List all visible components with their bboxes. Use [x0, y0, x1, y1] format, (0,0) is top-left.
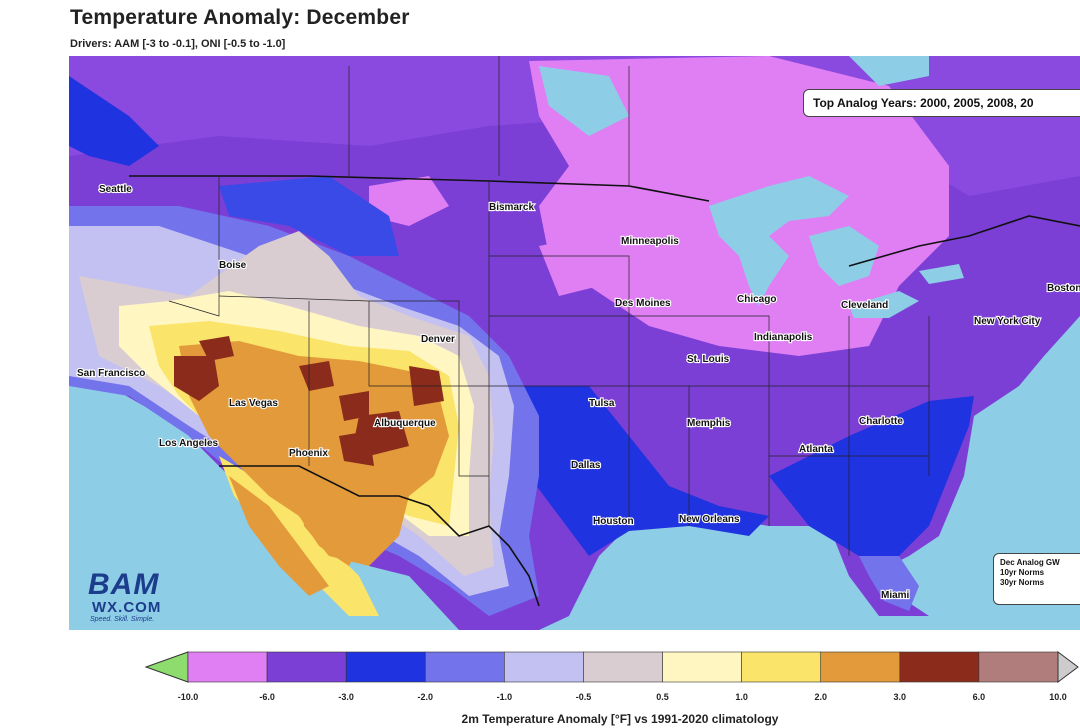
city-st-louis: St. Louis	[687, 354, 730, 365]
colorbar-tick-label: -10.0	[177, 692, 199, 702]
bam-logo: BAM WX.COM Speed. Skill. Simple.	[88, 568, 198, 624]
region-orange-baja	[229, 476, 329, 596]
colorbar-extend-high	[1057, 651, 1079, 683]
city-san-francisco: San Francisco	[77, 368, 145, 379]
us-mexico-border	[219, 465, 540, 607]
city-miami: Miami	[881, 590, 910, 601]
city-houston: Houston	[593, 516, 634, 527]
colorbar-segment	[741, 651, 822, 683]
city-denver: Denver	[421, 334, 455, 345]
city-dallas: Dallas	[571, 460, 601, 471]
region-yellow-baja	[219, 456, 379, 616]
lake-ontario	[919, 264, 964, 284]
colorbar-segment	[424, 651, 505, 683]
colorbar-segment	[978, 651, 1059, 683]
city-boise: Boise	[219, 260, 247, 271]
region-blue-nw2	[219, 176, 399, 256]
colorbar-segment	[899, 651, 980, 683]
region-darkred-2	[199, 336, 234, 361]
colorbar-tick-label: 1.0	[735, 692, 748, 702]
region-magenta-3	[539, 236, 599, 296]
colorbar-tick-label: 3.0	[893, 692, 907, 702]
colorbar-segment	[345, 651, 426, 683]
colorbar-tick-label: -1.0	[496, 692, 513, 702]
region-lavender-fl	[859, 556, 919, 611]
colorbar-segment	[820, 651, 901, 683]
colorbar-label: 2m Temperature Anomaly [°F] vs 1991-2020…	[461, 712, 779, 726]
state-lines	[168, 56, 930, 556]
logo-sub: WX.COM	[92, 599, 162, 616]
colorbar-segment	[583, 651, 663, 683]
city-albuquerque: Albuquerque	[374, 418, 436, 429]
lake-erie	[849, 291, 919, 318]
city-los-angeles: Los Angeles	[159, 438, 219, 449]
city-chicago: Chicago	[737, 294, 776, 305]
region-darkred-7	[339, 431, 374, 466]
city-charlotte: Charlotte	[859, 416, 903, 427]
anomaly-map: Seattle Boise Bismarck Minneapolis Des M…	[69, 56, 1080, 630]
colorbar	[144, 651, 1079, 683]
us-canada-border-east	[848, 215, 1080, 267]
colorbar-tick-label: 10.0	[1049, 692, 1067, 702]
city-new-york: New York City	[974, 316, 1041, 327]
hudson-bay-2	[849, 56, 929, 86]
norms-legend-line2: 30yr Norms	[1000, 578, 1045, 587]
great-lakes	[709, 176, 849, 306]
colorbar-segment	[266, 651, 347, 683]
region-darkred-1	[174, 356, 219, 401]
colorbar-tick-label: -0.5	[575, 692, 592, 702]
map-canvas: Seattle Boise Bismarck Minneapolis Des M…	[69, 56, 1080, 630]
norms-legend-title: Dec Analog GW	[1000, 558, 1060, 567]
region-blue-south	[509, 386, 769, 556]
norms-legend-line1: 10yr Norms	[1000, 568, 1045, 577]
city-des-moines: Des Moines	[615, 298, 671, 309]
colorbar-tick-label: -6.0	[259, 692, 275, 702]
region-orange-az	[299, 486, 409, 566]
colorbar-tick-label: -3.0	[338, 692, 354, 702]
colorbar-tick-label: 0.5	[656, 692, 669, 702]
city-phoenix: Phoenix	[289, 448, 328, 459]
map-subtitle: Drivers: AAM [-3 to -0.1], ONI [-0.5 to …	[70, 38, 286, 50]
logo-main: BAM	[88, 568, 160, 601]
logo-tagline: Speed. Skill. Simple.	[90, 616, 155, 623]
city-indianapolis: Indianapolis	[754, 332, 813, 343]
colorbar-segment	[662, 651, 742, 683]
city-las-vegas: Las Vegas	[229, 398, 278, 409]
colorbar-segment	[504, 651, 584, 683]
city-cleveland: Cleveland	[841, 300, 888, 311]
region-darkred-3	[299, 361, 334, 391]
colorbar-extend-low	[144, 651, 189, 683]
region-blue-southeast	[769, 396, 974, 556]
city-bismarck: Bismarck	[489, 202, 534, 213]
region-magenta-2	[369, 176, 449, 226]
city-minneapolis: Minneapolis	[621, 236, 679, 247]
hudson-bay	[539, 66, 629, 136]
city-memphis: Memphis	[687, 418, 731, 429]
city-tulsa: Tulsa	[589, 398, 615, 409]
map-title: Temperature Anomaly: December	[70, 6, 410, 29]
city-seattle: Seattle	[99, 184, 132, 195]
city-new-orleans: New Orleans	[679, 514, 740, 525]
colorbar-tick-label: 2.0	[814, 692, 827, 702]
analog-years-box: Top Analog Years: 2000, 2005, 2008, 20	[803, 89, 1080, 117]
colorbar-tick-label: -2.0	[417, 692, 434, 702]
region-blue-nw	[69, 76, 159, 166]
city-atlanta: Atlanta	[799, 444, 833, 455]
norms-legend-box: Dec Analog GW 10yr Norms 30yr Norms	[993, 553, 1080, 605]
lake-huron	[809, 226, 879, 286]
colorbar-tick-label: 6.0	[972, 692, 986, 702]
city-boston: Boston	[1047, 283, 1080, 294]
region-darkred-4	[339, 391, 369, 421]
colorbar-segment	[187, 651, 268, 683]
